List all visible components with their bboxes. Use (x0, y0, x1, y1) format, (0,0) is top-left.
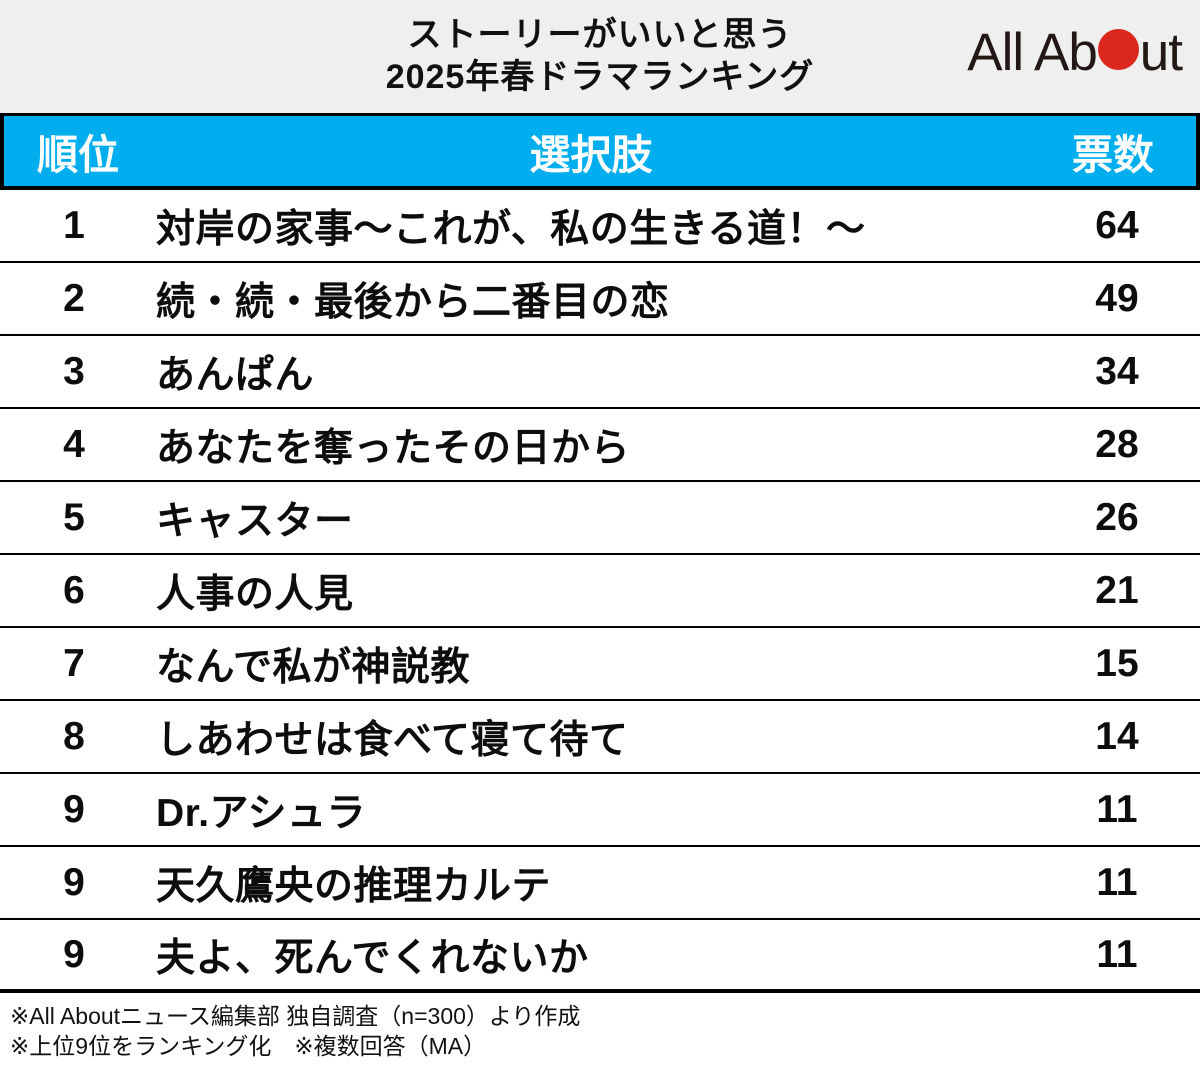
table-row: 4 あなたを奪ったその日から 28 (0, 409, 1200, 482)
logo-text-before: All Ab (967, 23, 1098, 82)
table-row: 3 あんぱん 34 (0, 336, 1200, 409)
table-header-row: 順位 選択肢 票数 (0, 113, 1200, 190)
rank-cell: 9 (63, 787, 85, 831)
table-row: 9 天久鷹央の推理カルテ 11 (0, 847, 1200, 920)
votes-cell: 14 (1095, 714, 1139, 758)
drama-title-cell: 天久鷹央の推理カルテ (156, 864, 552, 908)
rank-cell: 9 (63, 860, 85, 904)
drama-title-cell: しあわせは食べて寝て待て (156, 718, 629, 762)
votes-cell: 21 (1095, 568, 1139, 612)
rank-cell: 6 (63, 568, 85, 612)
table-row: 9 夫よ、死んでくれないか 11 (0, 920, 1200, 993)
votes-cell: 28 (1095, 422, 1139, 466)
rank-cell: 3 (63, 349, 85, 393)
votes-cell: 11 (1096, 787, 1138, 831)
footer-notes: ※All Aboutニュース編集部 独自調査（n=300）より作成 ※上位9位を… (0, 993, 1200, 1061)
page-title-line1: ストーリーがいいと思う (407, 16, 793, 54)
table-row: 8 しあわせは食べて寝て待て 14 (0, 701, 1200, 774)
rank-cell: 5 (63, 495, 85, 539)
votes-cell: 11 (1096, 860, 1138, 904)
column-header-choice: 選択肢 (529, 132, 653, 178)
rank-cell: 4 (63, 422, 85, 466)
table-row: 2 続・続・最後から二番目の恋 49 (0, 263, 1200, 336)
footer-note-line2: ※上位9位をランキング化 ※複数回答（MA） (10, 1033, 487, 1059)
drama-title-cell: 夫よ、死んでくれないか (156, 936, 589, 980)
page-title-line2: 2025年春ドラマランキング (385, 58, 815, 96)
logo-red-dot-icon (1097, 29, 1139, 70)
drama-title-cell: あなたを奪ったその日から (156, 426, 631, 470)
table-row: 5 キャスター 26 (0, 482, 1200, 555)
drama-title-cell: あんぱん (156, 353, 315, 397)
rank-cell: 7 (63, 641, 85, 685)
rank-cell: 2 (63, 276, 85, 320)
page-title: ストーリーがいいと思う 2025年春ドラマランキング (0, 14, 1200, 98)
column-header-rank: 順位 (37, 132, 119, 178)
votes-cell: 26 (1095, 495, 1139, 539)
drama-title-cell: 続・続・最後から二番目の恋 (156, 280, 670, 324)
rank-cell: 9 (63, 932, 85, 976)
allabout-logo: All Ab ut (967, 23, 1183, 82)
table-row: 6 人事の人見 21 (0, 555, 1200, 628)
logo-text-after: ut (1139, 23, 1183, 82)
drama-title-cell: なんで私が神説教 (156, 645, 471, 689)
drama-title-cell: Dr.アシュラ (156, 791, 366, 835)
rank-cell: 1 (63, 203, 85, 247)
page-header: ストーリーがいいと思う 2025年春ドラマランキング All Ab ut (0, 0, 1200, 113)
votes-cell: 15 (1095, 641, 1139, 685)
rank-cell: 8 (63, 714, 85, 758)
drama-title-cell: キャスター (156, 499, 354, 543)
column-header-votes: 票数 (1072, 132, 1154, 178)
drama-title-cell: 対岸の家事～これが、私の生きる道！～ (156, 207, 866, 251)
table-row: 1 対岸の家事～これが、私の生きる道！～ 64 (0, 190, 1200, 263)
table-row: 9 Dr.アシュラ 11 (0, 774, 1200, 847)
footer-note-line1: ※All Aboutニュース編集部 独自調査（n=300）より作成 (10, 1003, 581, 1029)
votes-cell: 11 (1096, 932, 1138, 976)
votes-cell: 34 (1095, 349, 1139, 393)
votes-cell: 49 (1095, 276, 1139, 320)
ranking-table-body: 1 対岸の家事～これが、私の生きる道！～ 64 2 続・続・最後から二番目の恋 49 3 あん… (0, 190, 1200, 993)
votes-cell: 64 (1095, 203, 1139, 247)
drama-title-cell: 人事の人見 (156, 572, 354, 616)
table-row: 7 なんで私が神説教 15 (0, 628, 1200, 701)
